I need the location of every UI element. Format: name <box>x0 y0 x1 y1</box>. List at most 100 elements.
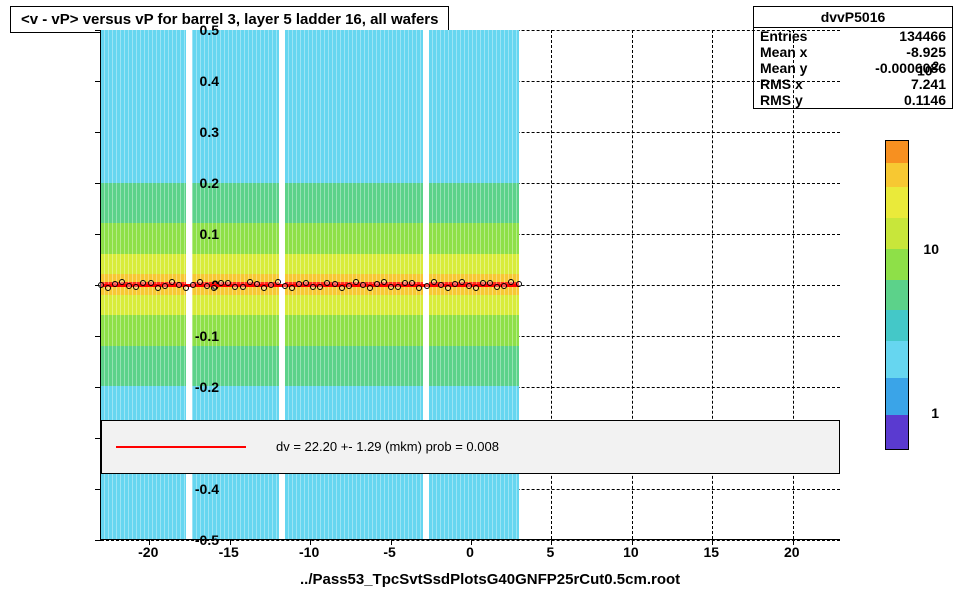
data-marker <box>261 285 267 291</box>
data-marker <box>240 284 246 290</box>
y-axis-tick-label: -0.4 <box>195 481 219 497</box>
data-marker <box>516 281 522 287</box>
data-marker <box>119 279 125 285</box>
colorbar <box>885 140 909 450</box>
data-marker <box>197 279 203 285</box>
data-marker <box>388 284 394 290</box>
colorbar-exponent: 102 <box>917 60 939 79</box>
data-marker <box>473 285 479 291</box>
x-axis-tick-label: -10 <box>299 544 319 560</box>
colorbar-segment <box>886 141 908 163</box>
data-marker <box>247 279 253 285</box>
colorbar-segment <box>886 415 908 449</box>
data-marker <box>133 284 139 290</box>
data-marker <box>395 284 401 290</box>
data-marker <box>162 283 168 289</box>
data-marker <box>310 284 316 290</box>
data-marker <box>466 283 472 289</box>
colorbar-segment <box>886 280 908 311</box>
y-axis-tick-label: -0.1 <box>195 328 219 344</box>
legend-line-sample <box>116 446 246 448</box>
x-axis-tick-label: 0 <box>466 544 474 560</box>
colorbar-segment <box>886 378 908 415</box>
data-marker <box>346 283 352 289</box>
x-axis-tick-label: -15 <box>219 544 239 560</box>
data-marker <box>431 279 437 285</box>
y-axis-tick-label: 0.4 <box>200 73 219 89</box>
data-marker <box>183 285 189 291</box>
data-marker <box>211 285 217 291</box>
data-marker <box>501 283 507 289</box>
data-marker <box>289 285 295 291</box>
colorbar-segment <box>886 249 908 280</box>
data-marker <box>416 285 422 291</box>
stats-value: 0.1146 <box>904 92 946 108</box>
data-marker <box>190 282 196 288</box>
data-marker <box>452 281 458 287</box>
data-marker <box>360 282 366 288</box>
x-axis-tick-label: -5 <box>383 544 395 560</box>
data-marker <box>494 284 500 290</box>
data-marker <box>353 279 359 285</box>
y-axis-tick-label: 0.3 <box>200 124 219 140</box>
data-marker <box>225 280 231 286</box>
data-marker <box>381 279 387 285</box>
data-marker <box>254 281 260 287</box>
heatmap-band <box>101 315 519 346</box>
data-marker <box>367 285 373 291</box>
data-marker <box>324 280 330 286</box>
data-marker <box>282 283 288 289</box>
colorbar-segment <box>886 163 908 188</box>
stats-value: -8.925 <box>906 44 946 60</box>
data-marker <box>112 281 118 287</box>
legend-text: dv = 22.20 +- 1.29 (mkm) prob = 0.008 <box>276 439 499 454</box>
colorbar-segment <box>886 341 908 378</box>
y-axis-tick-label: 0.2 <box>200 175 219 191</box>
data-marker <box>424 283 430 289</box>
colorbar-segment <box>886 187 908 218</box>
data-marker <box>98 282 104 288</box>
data-marker <box>204 283 210 289</box>
data-marker <box>332 281 338 287</box>
data-marker <box>218 280 224 286</box>
data-marker <box>148 280 154 286</box>
data-marker <box>317 284 323 290</box>
colorbar-tick-label: 1 <box>931 405 939 421</box>
heatmap-band <box>101 254 519 274</box>
data-marker <box>268 282 274 288</box>
stats-name: dvvP5016 <box>754 7 952 28</box>
data-marker <box>402 280 408 286</box>
heatmap-band <box>101 30 519 183</box>
y-axis-tick-label: -0.2 <box>195 379 219 395</box>
heatmap-band <box>101 223 519 254</box>
data-marker <box>459 279 465 285</box>
x-axis-tick-label: 5 <box>547 544 555 560</box>
data-marker <box>508 279 514 285</box>
data-marker <box>374 281 380 287</box>
colorbar-segment <box>886 310 908 341</box>
heatmap-band <box>101 295 519 315</box>
data-marker <box>176 282 182 288</box>
heatmap-band <box>101 183 519 224</box>
x-axis-tick-label: 10 <box>623 544 639 560</box>
data-marker <box>275 279 281 285</box>
data-marker <box>409 280 415 286</box>
stats-value: 134466 <box>899 28 946 44</box>
y-axis-tick-label: 0.5 <box>200 22 219 38</box>
data-marker <box>339 285 345 291</box>
heatmap-band <box>101 346 519 387</box>
plot-title: <v - vP> versus vP for barrel 3, layer 5… <box>10 6 449 33</box>
x-axis-tick-label: -20 <box>138 544 158 560</box>
data-marker <box>140 280 146 286</box>
x-axis-tick-label: 20 <box>784 544 800 560</box>
data-marker <box>169 279 175 285</box>
data-marker <box>438 282 444 288</box>
fit-legend: dv = 22.20 +- 1.29 (mkm) prob = 0.008 <box>101 420 840 474</box>
y-axis-tick-label: -0.5 <box>195 532 219 548</box>
data-marker <box>232 284 238 290</box>
data-marker <box>126 283 132 289</box>
file-path: ../Pass53_TpcSvtSsdPlotsG40GNFP25rCut0.5… <box>300 571 680 588</box>
colorbar-tick-label: 10 <box>923 241 939 257</box>
data-marker <box>296 281 302 287</box>
data-marker <box>487 280 493 286</box>
